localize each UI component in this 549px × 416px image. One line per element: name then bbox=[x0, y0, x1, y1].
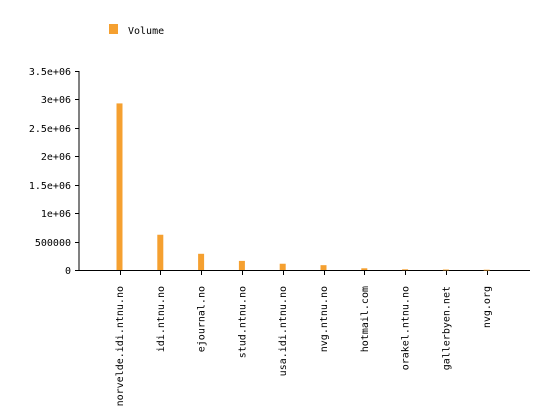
x-tick-label: orakel.ntnu.no bbox=[401, 286, 412, 370]
y-tick-label: 2.5e+06 bbox=[29, 124, 71, 135]
bar-idi-ntnu-no bbox=[157, 234, 164, 270]
legend-label-volume: Volume bbox=[128, 26, 164, 37]
bar-gallerbyen-net bbox=[442, 269, 449, 271]
axes: 0 500000 1e+06 1.5e+06 2e+06 2.5e+06 3e+06 3.5e… bbox=[29, 67, 530, 277]
bar-usa-idi-ntnu-no bbox=[279, 263, 286, 270]
legend: Volume bbox=[109, 24, 164, 37]
bar-ejournal-no bbox=[198, 253, 205, 270]
x-tick-label: stud.ntnu.no bbox=[237, 286, 248, 358]
y-tick-label: 2e+06 bbox=[41, 152, 71, 163]
x-tick-label: gallerbyen.net bbox=[441, 286, 452, 370]
bar-hotmail-com bbox=[361, 268, 368, 270]
bars bbox=[116, 103, 490, 271]
y-tick-label: 1.5e+06 bbox=[29, 181, 71, 192]
bar-stud-ntnu-no bbox=[238, 260, 245, 270]
bar-norvelde-idi-ntnu-no bbox=[116, 103, 123, 270]
y-tick-label: 3e+06 bbox=[41, 95, 71, 106]
x-tick-label: ejournal.no bbox=[197, 286, 208, 352]
x-tick-label: idi.ntnu.no bbox=[156, 286, 167, 352]
y-tick-label: 0 bbox=[65, 266, 71, 277]
y-tick-label: 500000 bbox=[35, 238, 71, 249]
x-tick-label: norvelde.idi.ntnu.no bbox=[115, 286, 126, 406]
legend-swatch-volume bbox=[109, 24, 118, 34]
bar-nvg-org bbox=[483, 269, 490, 271]
y-tick-label: 3.5e+06 bbox=[29, 67, 71, 78]
x-tick-label: nvg.org bbox=[482, 286, 493, 328]
bar-nvg-ntnu-no bbox=[320, 265, 327, 270]
x-tick-label: usa.idi.ntnu.no bbox=[278, 286, 289, 376]
bar-orakel-ntnu-no bbox=[402, 269, 409, 271]
x-tick-label: nvg.ntnu.no bbox=[319, 286, 330, 352]
x-tick-label: hotmail.com bbox=[360, 286, 371, 352]
x-axis-labels: norvelde.idi.ntnu.no idi.ntnu.no ejournal.… bbox=[115, 286, 493, 406]
y-tick-label: 1e+06 bbox=[41, 209, 71, 220]
